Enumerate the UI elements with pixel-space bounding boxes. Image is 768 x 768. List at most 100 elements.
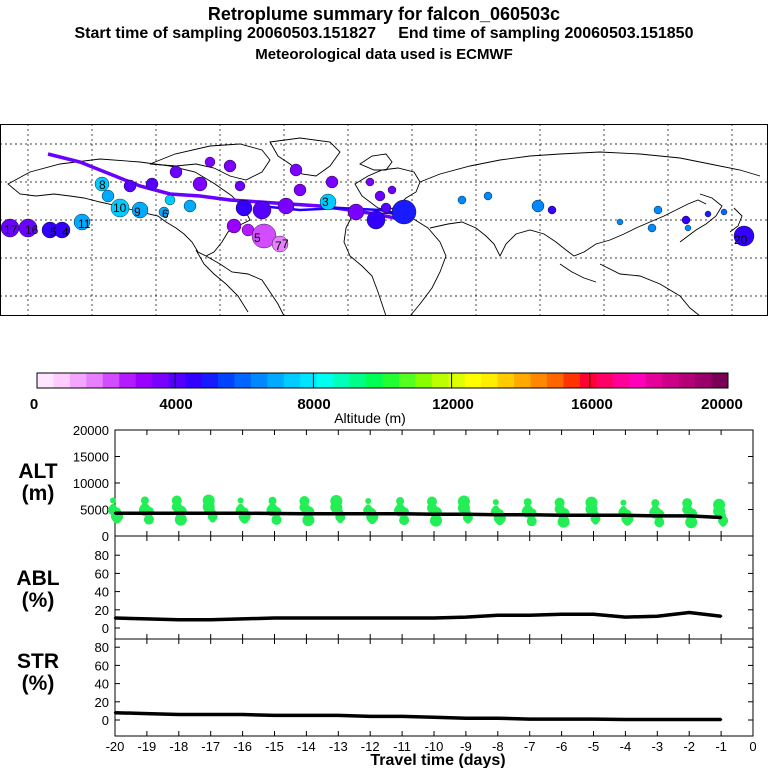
trajectory-point	[252, 200, 272, 220]
abl-point	[528, 614, 531, 617]
trajectory-point	[380, 202, 392, 214]
colorbar-swatch	[514, 373, 532, 388]
time-series-panels: ALT (m) ABL (%) STR (%) 0 5000 10000 15000 2…	[16, 426, 757, 768]
y-tick-label: 0	[102, 713, 109, 728]
cluster-label: 4	[62, 225, 69, 239]
cluster-label: 3	[322, 195, 329, 209]
y-tick-label: 10000	[73, 476, 109, 491]
altitude-spread-dot	[202, 494, 215, 507]
colorbar-swatch	[217, 373, 235, 388]
abl-point	[400, 616, 404, 620]
trajectory-point	[110, 198, 130, 218]
abl-point	[113, 616, 117, 620]
cluster-label: 16	[25, 223, 39, 237]
altitude-spread-dot	[237, 497, 244, 504]
trajectory-point	[226, 218, 242, 234]
colorbar-swatch	[250, 373, 268, 388]
alt-point	[496, 513, 499, 516]
trajectory-point	[483, 191, 493, 201]
alt-point	[464, 513, 468, 516]
cluster-label: 11	[78, 217, 91, 231]
cluster-label: 8	[99, 178, 106, 192]
alt-point	[719, 516, 723, 519]
x-tick-label: -17	[201, 739, 220, 754]
str-point	[496, 716, 499, 720]
trajectory-point	[101, 189, 115, 203]
colorbar-swatch	[333, 373, 351, 388]
abl-point	[592, 613, 595, 616]
x-tick-label: -19	[138, 739, 157, 754]
trajectory-point	[73, 213, 91, 231]
colorbar-tick-label: 8000	[297, 396, 330, 413]
y-tick-label: 60	[95, 658, 109, 673]
altitude-spread-dot	[523, 498, 532, 507]
y-tick-label: 15000	[73, 450, 109, 465]
alt-point	[209, 512, 212, 515]
altitude-spread-dot	[554, 497, 565, 508]
colorbar-swatch	[431, 373, 449, 388]
colorbar-swatch	[629, 373, 647, 388]
y-tick-label: 20000	[73, 426, 109, 438]
colorbar-swatch	[382, 373, 400, 388]
trajectory-point	[251, 223, 277, 249]
alt-point	[560, 514, 563, 517]
alt-point	[688, 514, 691, 518]
colorbar-swatch	[645, 373, 663, 388]
abl-point	[432, 616, 436, 620]
trajectory-points	[0, 156, 755, 253]
trajectory-point	[547, 205, 557, 215]
colorbar-swatch	[547, 373, 564, 388]
trajectory-point	[366, 210, 386, 230]
trajectory-point	[234, 180, 246, 192]
y-tick-label: 80	[95, 548, 109, 563]
cluster-label: 10	[113, 201, 127, 215]
colorbar-swatch	[596, 373, 614, 388]
x-tick-label: -8	[492, 739, 504, 754]
colorbar-tick-label: 0	[30, 396, 38, 413]
trajectory-point	[183, 199, 197, 213]
colorbar-swatch	[152, 373, 170, 388]
trajectory-point	[319, 193, 337, 211]
str-point	[560, 717, 563, 721]
altitude-spread-dot	[268, 496, 277, 505]
abl-point	[624, 615, 627, 619]
x-tick-label: -10	[425, 739, 444, 754]
abl-point	[209, 618, 212, 622]
x-tick-labels: -20 -19 -18 -17 -16 -15 -14 -13 -12 -11 -10 -9 -8 -7-…	[106, 739, 757, 754]
alt-point	[273, 512, 276, 515]
altitude-spread-dot	[427, 496, 437, 507]
trajectory-point	[235, 199, 253, 217]
str-point	[688, 718, 691, 721]
str-point	[432, 716, 436, 719]
alt-point	[177, 512, 180, 515]
altitude-spread-dot	[171, 495, 182, 506]
colorbar-swatch	[711, 373, 729, 388]
alt-point	[528, 513, 531, 516]
colorbar-swatch	[300, 373, 318, 388]
str-point	[528, 717, 531, 721]
cluster-label: 5	[254, 231, 261, 245]
alt-series-line	[115, 511, 722, 520]
x-tick-label: -3	[652, 739, 664, 754]
colorbar-swatch	[481, 373, 499, 388]
str-point	[273, 714, 276, 717]
y-tick-label: 0	[102, 621, 109, 636]
abl-point	[177, 618, 180, 622]
cluster-label: 5	[50, 225, 57, 239]
trajectory-point	[289, 163, 303, 177]
abl-point	[145, 617, 149, 621]
colorbar-tick-label: 20000	[701, 396, 743, 413]
x-tick-label: -20	[106, 739, 125, 754]
y-tick-label: 80	[95, 640, 109, 655]
trajectory-point	[616, 218, 624, 226]
altitude-spread-dot	[365, 498, 372, 505]
alt-point	[432, 513, 436, 516]
colorbar-swatch	[530, 373, 548, 388]
trajectory-point	[325, 175, 339, 189]
str-panel-unit: (%)	[22, 672, 55, 695]
cluster-label: 20	[734, 233, 748, 247]
x-tick-label: 0	[749, 739, 756, 754]
series-lines	[113, 511, 723, 722]
alt-point	[369, 512, 372, 515]
x-tick-label: -5	[588, 739, 600, 754]
